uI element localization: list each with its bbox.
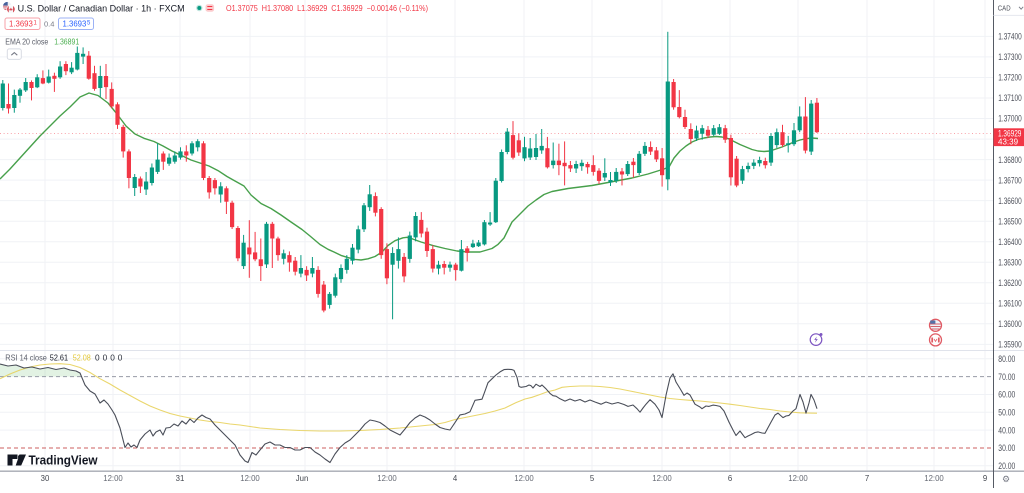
svg-text:43:39: 43:39 (998, 138, 1019, 147)
svg-text:0: 0 (118, 352, 123, 362)
svg-text:1.36800: 1.36800 (998, 155, 1021, 165)
svg-text:20.00: 20.00 (998, 461, 1015, 471)
svg-text:12:00: 12:00 (377, 474, 397, 483)
svg-text:1.37200: 1.37200 (998, 73, 1021, 83)
svg-text:12:00: 12:00 (514, 474, 534, 483)
svg-text:0: 0 (95, 352, 100, 362)
svg-text:⚙: ⚙ (1002, 474, 1010, 484)
svg-text:80.00: 80.00 (998, 354, 1015, 364)
svg-text:RSI 14 close: RSI 14 close (5, 352, 47, 362)
svg-text:1.36000: 1.36000 (998, 319, 1021, 329)
svg-text:40.00: 40.00 (998, 425, 1015, 435)
svg-text:Jun: Jun (296, 474, 309, 483)
svg-text:1.35900: 1.35900 (998, 340, 1021, 350)
svg-text:12:00: 12:00 (788, 474, 808, 483)
svg-text:30: 30 (41, 474, 50, 483)
svg-text:1.36100: 1.36100 (998, 299, 1021, 309)
svg-text:1.3693: 1.3693 (63, 19, 87, 28)
svg-text:O1.37075 H1.37080 L1.36929: O1.37075 H1.37080 L1.36929 C1.36929 −0.0… (226, 4, 428, 13)
svg-text:EMA 20 close: EMA 20 close (5, 36, 48, 46)
svg-text:52.61: 52.61 (50, 352, 69, 362)
svg-text:6: 6 (728, 474, 732, 483)
svg-text:12:00: 12:00 (652, 474, 672, 483)
svg-text:CAD: CAD (998, 4, 1011, 13)
svg-text:0: 0 (103, 352, 108, 362)
svg-text:1.36700: 1.36700 (998, 175, 1021, 185)
svg-text:4: 4 (453, 474, 458, 483)
svg-text:0.4: 0.4 (44, 19, 54, 28)
svg-text:9: 9 (983, 474, 987, 483)
svg-text:1.36500: 1.36500 (998, 216, 1021, 226)
svg-text:52.08: 52.08 (73, 352, 91, 362)
svg-text:50.00: 50.00 (998, 408, 1015, 418)
svg-text:U.S. Dollar / Canadian Dollar: U.S. Dollar / Canadian Dollar · 1h · FXC… (18, 3, 185, 13)
svg-text:12:00: 12:00 (240, 474, 260, 483)
svg-text:1.37100: 1.37100 (998, 93, 1021, 103)
svg-text:7: 7 (865, 474, 869, 483)
svg-text:1.36400: 1.36400 (998, 237, 1021, 247)
svg-text:1.37300: 1.37300 (998, 52, 1021, 62)
svg-text:1.37000: 1.37000 (998, 114, 1021, 124)
svg-text:31: 31 (176, 474, 185, 483)
svg-text:1.36600: 1.36600 (998, 196, 1021, 206)
svg-text:1.36891: 1.36891 (54, 36, 79, 46)
svg-text:30.00: 30.00 (998, 443, 1015, 453)
svg-text:12:00: 12:00 (103, 474, 123, 483)
svg-text:1.36200: 1.36200 (998, 278, 1021, 288)
svg-text:1.3693: 1.3693 (9, 19, 33, 28)
svg-text:1.36300: 1.36300 (998, 257, 1021, 267)
svg-text:70.00: 70.00 (998, 372, 1015, 382)
svg-text:TradingView: TradingView (29, 453, 99, 468)
svg-text:5: 5 (590, 474, 595, 483)
svg-text:0: 0 (110, 352, 115, 362)
svg-text:60.00: 60.00 (998, 390, 1015, 400)
svg-text:12:00: 12:00 (924, 474, 944, 483)
svg-text:1.37400: 1.37400 (998, 32, 1021, 42)
